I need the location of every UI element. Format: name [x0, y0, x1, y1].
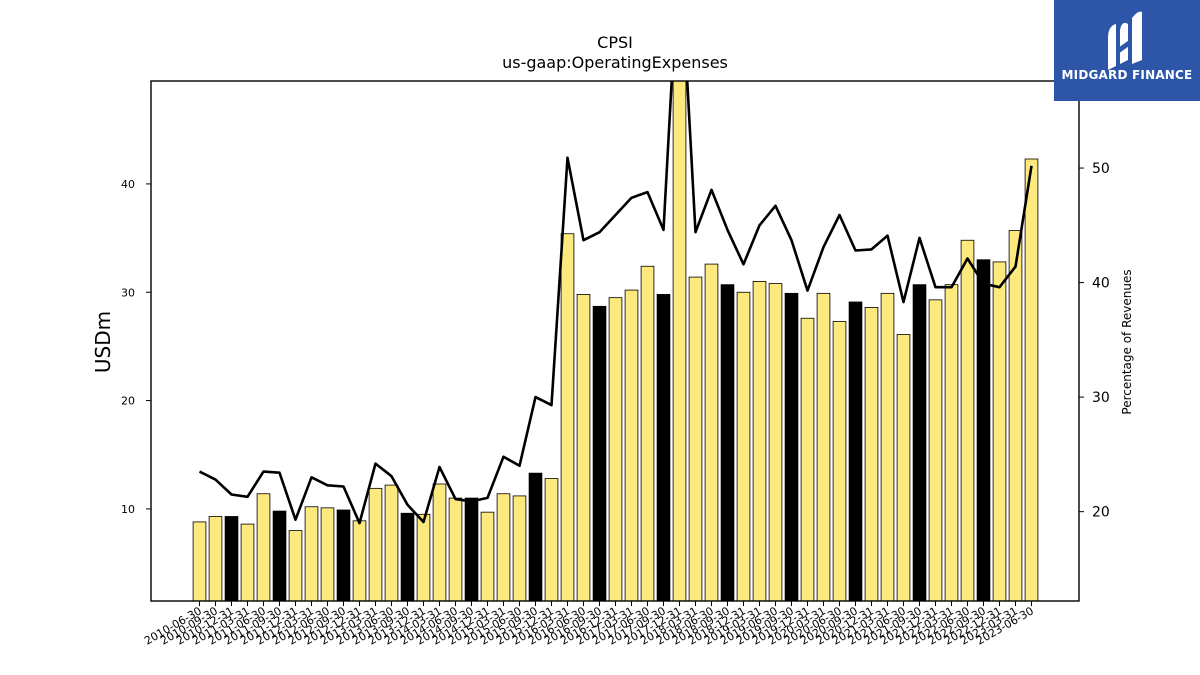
brand-logo: MIDGARD FINANCE — [1054, 0, 1200, 101]
bar — [656, 294, 671, 601]
percentage-of-revenues-line — [198, 81, 1033, 525]
bar — [192, 521, 207, 601]
bar — [384, 484, 399, 601]
bar — [288, 530, 303, 601]
bar — [800, 317, 815, 601]
bar — [304, 506, 319, 601]
bar — [256, 493, 271, 601]
bar — [480, 511, 495, 601]
bar — [224, 516, 239, 601]
bar — [768, 283, 783, 601]
bar — [320, 507, 335, 601]
bar — [832, 321, 847, 601]
chart-subtitle: us-gaap:OperatingExpenses — [502, 53, 728, 72]
bar — [688, 276, 703, 601]
bar — [880, 292, 895, 601]
bar — [592, 305, 607, 601]
bar — [752, 281, 767, 601]
bar — [736, 291, 751, 601]
bar — [624, 289, 639, 601]
bar — [464, 497, 479, 601]
bar — [944, 284, 959, 601]
bar-series — [192, 81, 1039, 601]
bar — [784, 292, 799, 601]
left-y-axis: 10 20 30 40 — [121, 178, 151, 516]
bar — [400, 512, 415, 601]
bar — [560, 233, 575, 601]
y2-tick-label: 20 — [1092, 505, 1110, 521]
bar — [976, 259, 991, 601]
bar — [608, 297, 623, 601]
bar — [704, 263, 719, 601]
bar — [368, 487, 383, 601]
bar — [496, 493, 511, 601]
y-tick-label: 40 — [121, 178, 135, 191]
bar — [416, 513, 431, 601]
bar — [528, 472, 543, 601]
y2-tick-label: 50 — [1092, 161, 1110, 177]
x-axis: 2010-06-302010-09-302010-12-312011-03-31… — [142, 601, 1036, 648]
bar — [960, 239, 975, 601]
brand-name: MIDGARD FINANCE — [1061, 68, 1193, 82]
bar — [576, 294, 591, 601]
bar — [816, 292, 831, 601]
bar — [864, 307, 879, 601]
bar — [208, 516, 223, 601]
midgard-m-logo-icon — [1108, 11, 1142, 70]
bar — [336, 509, 351, 601]
left-axis-label: USDm — [91, 311, 115, 373]
right-axis-label: Percentage of Revenues — [1120, 269, 1134, 414]
bar — [544, 478, 559, 601]
y-tick-label: 30 — [121, 286, 135, 299]
bar — [352, 520, 367, 601]
bar — [928, 299, 943, 601]
y2-tick-label: 40 — [1092, 276, 1110, 292]
bar — [672, 81, 687, 601]
bar — [848, 301, 863, 601]
bar — [240, 523, 255, 601]
bar — [512, 495, 527, 601]
y-tick-label: 10 — [121, 503, 135, 516]
bar — [272, 510, 287, 601]
bar — [1024, 158, 1039, 601]
bar — [912, 284, 927, 601]
bar — [992, 261, 1007, 601]
bar — [432, 483, 447, 601]
right-y-axis: 20 30 40 50 — [1079, 161, 1110, 521]
y2-tick-label: 30 — [1092, 390, 1110, 406]
y-tick-label: 20 — [121, 395, 135, 408]
bar — [720, 284, 735, 601]
bar — [896, 334, 911, 601]
bar — [640, 265, 655, 601]
bar — [448, 497, 463, 601]
chart-title: CPSI — [597, 33, 633, 52]
bar — [1008, 230, 1023, 601]
